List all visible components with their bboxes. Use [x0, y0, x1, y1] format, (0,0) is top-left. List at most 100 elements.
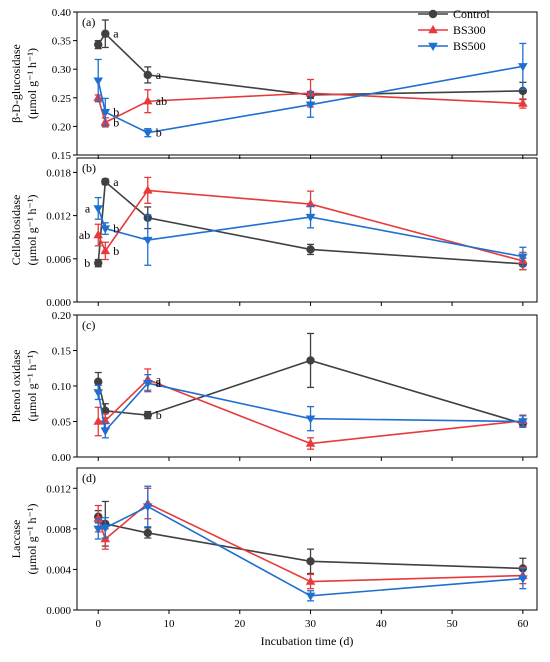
data-point	[142, 236, 153, 246]
y-axis-unit: (μmol g⁻¹ h⁻¹)	[25, 351, 39, 422]
y-axis-unit: (μmol g⁻¹ h⁻¹)	[25, 48, 39, 119]
significance-letter: ab	[156, 94, 167, 108]
panel-label: (c)	[82, 318, 95, 332]
panel-a: 0.150.200.250.300.350.40β-D-glucosidase(…	[9, 7, 538, 162]
significance-letter: b	[113, 222, 119, 236]
data-point	[100, 427, 111, 436]
significance-letter: b	[156, 408, 162, 422]
x-tick-label: 20	[234, 618, 246, 630]
data-point	[100, 524, 111, 533]
series-bs500	[93, 196, 528, 267]
data-point	[518, 418, 528, 427]
data-point	[143, 70, 152, 80]
data-point	[100, 108, 111, 118]
data-point	[93, 77, 104, 86]
y-tick-label: 0.008	[46, 524, 71, 536]
significance-letter: b	[113, 105, 119, 119]
data-point	[305, 415, 316, 424]
data-point	[518, 575, 528, 584]
plot-frame	[76, 467, 538, 611]
legend-marker	[428, 9, 438, 19]
legend-marker	[428, 42, 438, 51]
panel-d: 0.000 0.004 0.008 0.012 0 10 20 30 40 50 60 Laccase…	[9, 467, 538, 630]
significance-letter: a	[85, 201, 91, 215]
panel-c: 0.00 0.05 0.10 0.15 0.20 Phenol oxidase (μmol …	[9, 310, 538, 464]
data-point	[93, 416, 104, 425]
data-point	[94, 40, 103, 49]
significance-letter: a	[156, 373, 162, 387]
data-point	[306, 245, 315, 254]
data-point	[94, 258, 103, 268]
y-tick-label: 0.15	[52, 346, 72, 358]
data-point	[305, 213, 316, 223]
x-tick-label: 60	[517, 618, 529, 630]
plot-frame	[76, 157, 538, 303]
legend-marker	[428, 25, 438, 34]
y-axis-unit: (μmol g⁻¹ h⁻¹)	[25, 504, 39, 575]
significance-letter: b	[156, 126, 162, 140]
significance-letter: b	[113, 115, 119, 129]
panel-label: (d)	[82, 471, 96, 485]
data-point	[100, 225, 111, 234]
data-point	[305, 592, 316, 601]
y-tick-label: 0.35	[52, 36, 72, 48]
y-tick-label: 0.20	[52, 121, 72, 133]
y-tick-label: 0.30	[52, 64, 72, 76]
x-tick-label: 30	[305, 618, 317, 630]
series-bs500	[93, 485, 528, 602]
y-tick-label: 0.25	[52, 93, 72, 105]
x-tick-label: 10	[164, 618, 176, 630]
data-point	[518, 63, 528, 72]
data-point	[518, 98, 528, 107]
data-point	[306, 557, 315, 566]
panel-label: (a)	[82, 15, 95, 29]
y-tick-label: 0.05	[52, 417, 72, 429]
y-tick-label: 0.012	[46, 211, 71, 223]
data-point	[143, 528, 152, 538]
legend-label: BS300	[453, 23, 486, 37]
data-point	[306, 356, 315, 365]
significance-letter: a	[156, 68, 162, 82]
data-point	[142, 129, 153, 138]
data-point	[101, 29, 110, 38]
y-tick-label: 0.000	[46, 605, 71, 617]
data-point	[101, 177, 110, 186]
series-bs300	[93, 176, 528, 271]
data-point	[93, 513, 104, 522]
y-tick-label: 0.006	[46, 254, 71, 266]
data-point	[142, 96, 153, 105]
y-axis-label: Laccase	[9, 520, 23, 559]
plot-frame	[76, 11, 538, 156]
y-tick-label: 0.40	[52, 7, 72, 19]
legend-label: BS500	[453, 39, 486, 53]
x-axis-label: Incubation time (d)	[261, 634, 354, 648]
y-axis-label: Cellobiosidase	[9, 195, 23, 266]
y-axis-unit: (μmol g⁻¹ h⁻¹)	[25, 195, 39, 266]
data-point	[142, 503, 153, 512]
y-tick-label: 0.15	[52, 150, 72, 162]
data-point	[101, 406, 110, 416]
series-bs500	[93, 373, 528, 439]
data-point	[93, 230, 104, 239]
x-tick-label: 50	[447, 618, 459, 630]
data-point	[305, 576, 316, 585]
significance-letter: b	[113, 244, 119, 258]
significance-letter: a	[113, 175, 119, 189]
data-point	[94, 377, 103, 386]
data-point	[305, 101, 316, 110]
x-tick-label: 40	[376, 618, 388, 630]
y-axis-label: Phenol oxidase	[9, 350, 23, 423]
panel-label: (b)	[82, 161, 96, 175]
significance-letter: ab	[79, 228, 90, 242]
data-point	[93, 525, 104, 534]
y-tick-label: 0.10	[52, 381, 72, 393]
y-tick-label: 0.20	[52, 310, 72, 322]
data-point	[142, 185, 153, 194]
data-point	[142, 379, 153, 389]
y-tick-label: 0.018	[46, 167, 71, 179]
data-point	[305, 199, 316, 208]
data-point	[93, 205, 104, 214]
y-tick-label: 0.004	[46, 564, 71, 576]
y-tick-label: 0.000	[46, 297, 71, 309]
